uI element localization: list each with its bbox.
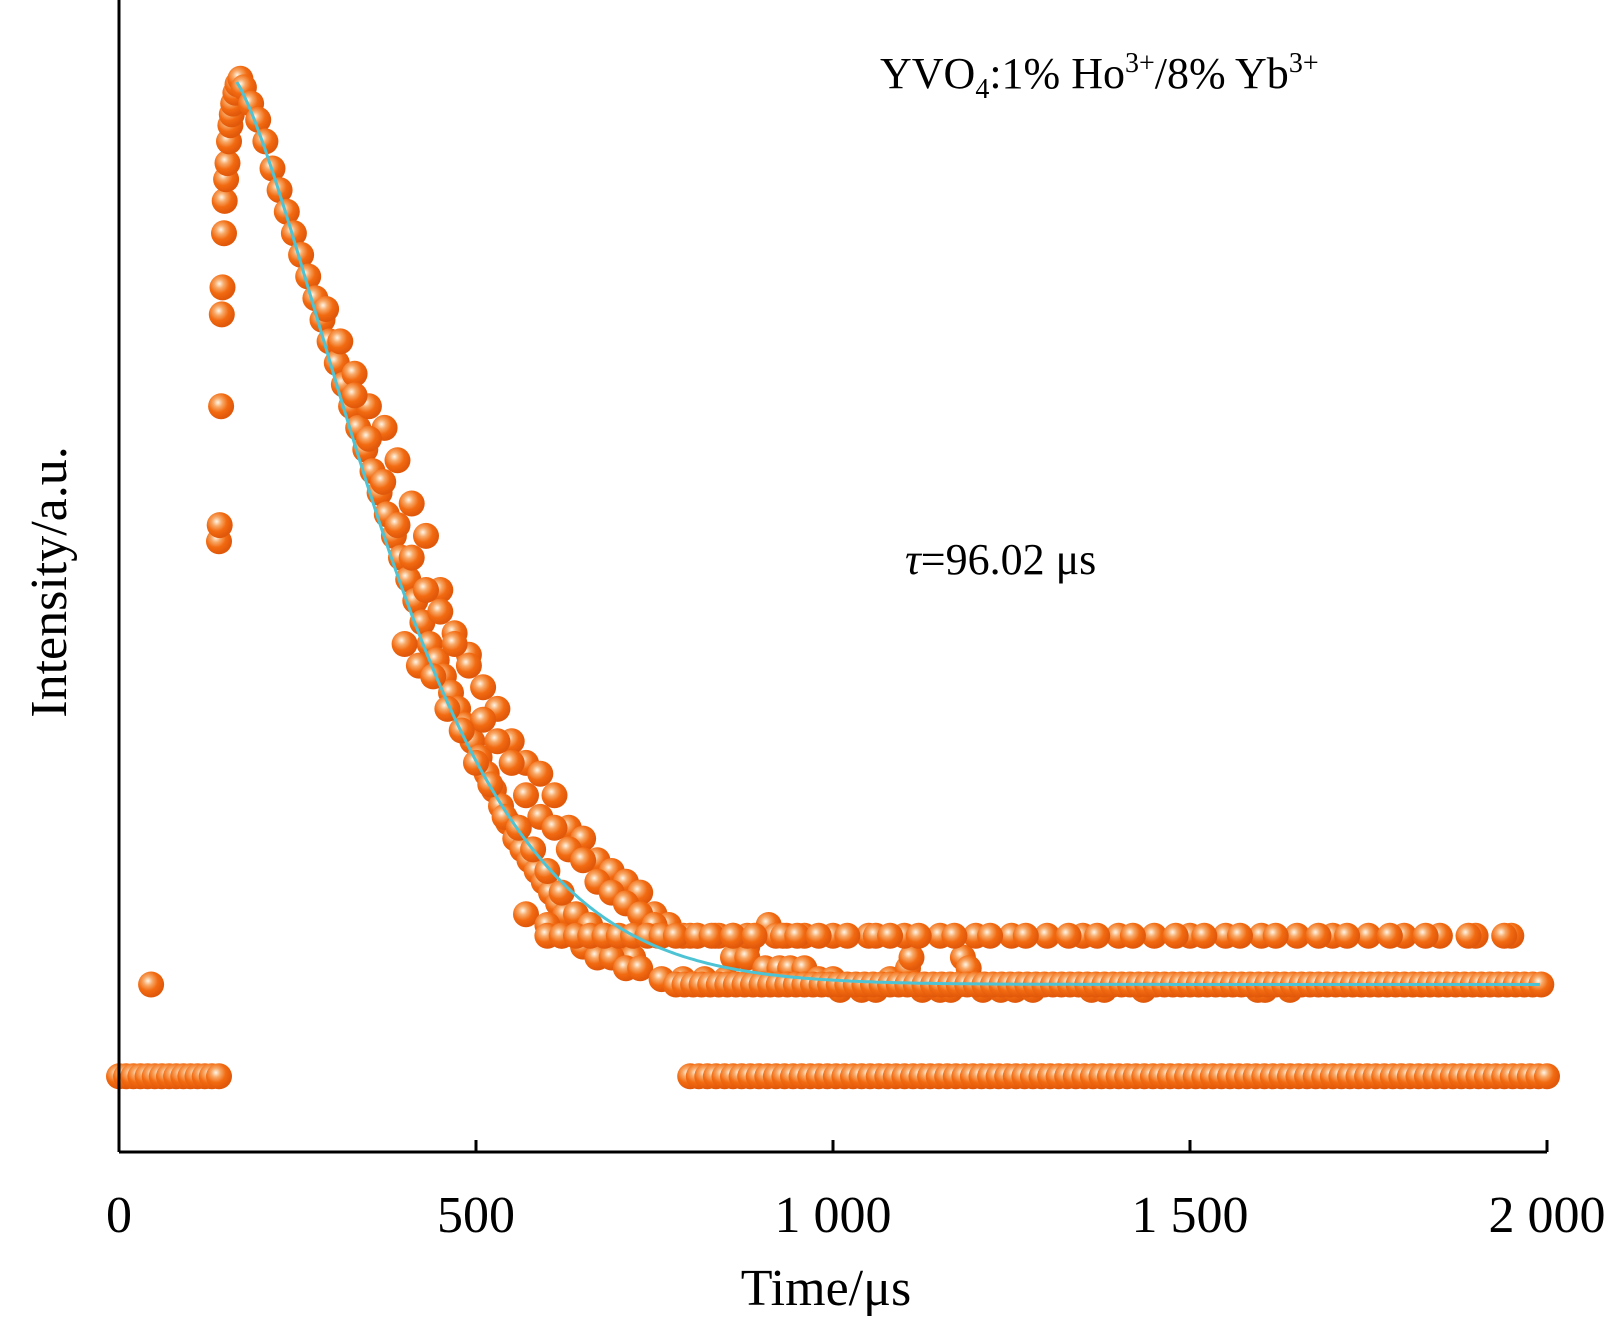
data-point-109 bbox=[327, 328, 354, 355]
data-point-92 bbox=[541, 782, 568, 809]
data-point-247 bbox=[1305, 922, 1332, 949]
data-point-124 bbox=[541, 814, 568, 841]
data-point-209 bbox=[1284, 922, 1311, 949]
data-point-83 bbox=[413, 522, 439, 549]
data-point-18 bbox=[208, 393, 235, 420]
fit-curve-layer bbox=[235, 81, 1540, 986]
data-point-116 bbox=[427, 598, 454, 625]
annotation-mid: :1% Ho bbox=[989, 49, 1125, 98]
data-point-118 bbox=[455, 652, 482, 679]
x-tick-label-3: 1 500 bbox=[1132, 1187, 1249, 1244]
data-point-126 bbox=[570, 847, 597, 874]
data-point-82 bbox=[398, 490, 425, 517]
data-point-211 bbox=[1355, 922, 1382, 949]
data-point-22 bbox=[211, 187, 238, 214]
data-point-249 bbox=[1376, 922, 1403, 949]
data-point-235 bbox=[877, 922, 904, 949]
fit-curve bbox=[235, 81, 1540, 986]
data-point-40 bbox=[288, 241, 315, 268]
annotation-tail-superscript: 3+ bbox=[1289, 48, 1319, 79]
data-point-117 bbox=[441, 631, 468, 657]
data-point-15 bbox=[138, 971, 165, 998]
data-point-156 bbox=[627, 955, 654, 982]
data-point-354 bbox=[1528, 971, 1555, 998]
lifetime-annotation: τ=96.02 μs bbox=[905, 535, 1096, 584]
data-point-111 bbox=[355, 425, 382, 452]
data-point-250 bbox=[1412, 922, 1439, 949]
data-point-236 bbox=[905, 922, 932, 949]
data-point-24 bbox=[214, 150, 241, 177]
sample-composition-annotation: YVO4:1% Ho3+/8% Yb3+ bbox=[880, 48, 1319, 105]
data-point-240 bbox=[1055, 922, 1082, 949]
data-point-20 bbox=[209, 274, 236, 301]
data-point-132 bbox=[391, 631, 418, 657]
data-point-233 bbox=[834, 922, 861, 949]
data-point-115 bbox=[413, 577, 439, 603]
data-point-78 bbox=[341, 360, 368, 387]
data-point-122 bbox=[513, 782, 539, 809]
data-point-174 bbox=[898, 944, 925, 971]
data-point-237 bbox=[941, 922, 968, 949]
data-point-112 bbox=[370, 468, 397, 495]
data-point-149 bbox=[513, 901, 539, 928]
x-tick-label-0: 0 bbox=[106, 1187, 132, 1244]
data-point-142 bbox=[534, 858, 561, 884]
data-point-242 bbox=[1119, 922, 1146, 949]
x-ticks: 0 500 1 000 1 500 2 000 bbox=[106, 1140, 1606, 1244]
data-point-21 bbox=[211, 220, 237, 247]
data-point-121 bbox=[498, 749, 525, 776]
annotation-base: YVO bbox=[880, 49, 975, 98]
tau-symbol: τ bbox=[905, 535, 923, 584]
data-point-245 bbox=[1227, 922, 1253, 949]
data-point-231 bbox=[784, 922, 811, 949]
annotation-base-subscript: 4 bbox=[975, 74, 989, 105]
data-point-251 bbox=[1455, 922, 1482, 949]
data-point-244 bbox=[1191, 922, 1218, 949]
tau-value: =96.02 μs bbox=[921, 535, 1097, 584]
x-tick-label-4: 2 000 bbox=[1489, 1187, 1606, 1244]
data-point-225 bbox=[662, 922, 689, 949]
data-point-239 bbox=[1012, 922, 1039, 949]
data-point-119 bbox=[470, 706, 497, 733]
annotation-mid-superscript: 3+ bbox=[1125, 48, 1155, 79]
data-point-113 bbox=[384, 512, 411, 539]
data-point-252 bbox=[1491, 922, 1518, 949]
data-point-114 bbox=[398, 544, 425, 571]
data-point-87 bbox=[470, 674, 497, 701]
data-point-202 bbox=[1034, 922, 1061, 949]
data-point-243 bbox=[1162, 922, 1189, 949]
data-point-232 bbox=[805, 922, 832, 949]
data-point-455 bbox=[1534, 1063, 1560, 1090]
x-axis-label: Time/μs bbox=[741, 1260, 911, 1317]
data-point-229 bbox=[741, 922, 768, 949]
data-point-120 bbox=[484, 728, 511, 755]
annotation-tail: /8% Yb bbox=[1155, 49, 1289, 98]
data-point-81 bbox=[384, 447, 411, 474]
y-axis-label: Intensity/a.u. bbox=[21, 446, 78, 718]
data-point-39 bbox=[280, 220, 307, 247]
data-point-248 bbox=[1334, 922, 1361, 949]
data-point-227 bbox=[698, 922, 725, 949]
data-point-17 bbox=[206, 512, 233, 539]
data-point-246 bbox=[1262, 922, 1289, 949]
data-point-110 bbox=[341, 382, 368, 409]
data-point-14 bbox=[206, 1063, 232, 1090]
data-point-228 bbox=[720, 922, 746, 949]
data-point-19 bbox=[208, 301, 235, 328]
data-point-91 bbox=[527, 760, 554, 787]
data-points bbox=[106, 65, 1560, 1090]
x-tick-label-1: 500 bbox=[437, 1187, 515, 1244]
data-point-205 bbox=[1141, 922, 1168, 949]
data-point-238 bbox=[977, 922, 1004, 949]
data-point-108 bbox=[313, 296, 340, 322]
data-point-241 bbox=[1084, 922, 1111, 949]
data-point-143 bbox=[548, 879, 575, 906]
x-tick-label-2: 1 000 bbox=[775, 1187, 892, 1244]
